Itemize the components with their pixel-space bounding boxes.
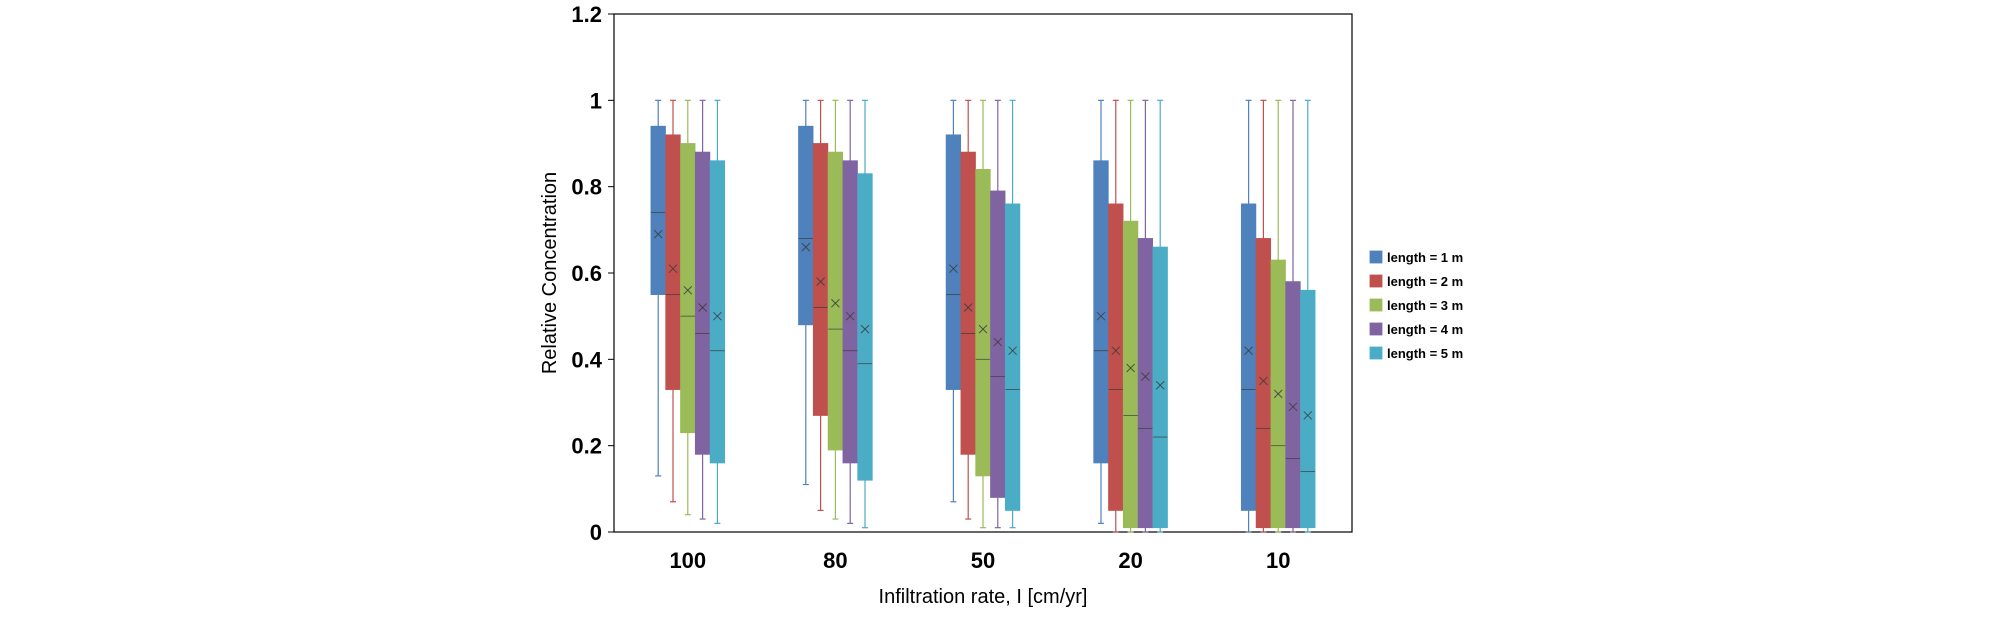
y-tick-label: 1.2 [571, 2, 602, 27]
box-2m-80 [812, 99, 829, 512]
legend-label: length = 3 m [1387, 298, 1463, 313]
iqr-box [812, 143, 829, 416]
y-axis-ticks: 0 0.2 0.4 0.6 0.8 1 1.2 [571, 2, 614, 545]
iqr-box [680, 143, 696, 434]
mean-marker [683, 285, 693, 295]
x-tick-label: 80 [823, 548, 847, 573]
mean-marker [816, 277, 825, 286]
mean-marker [1111, 346, 1121, 356]
iqr-box [1152, 246, 1168, 529]
y-tick-label: 0 [590, 520, 602, 545]
x-tick-label: 10 [1266, 548, 1290, 573]
iqr-box [665, 134, 681, 390]
x-tick-label: 50 [971, 548, 995, 573]
legend-swatch [1369, 274, 1383, 288]
mean-marker [668, 264, 678, 274]
y-axis-title: Relative Concentration [539, 172, 561, 374]
iqr-box [945, 134, 962, 390]
box-1m-20 [1093, 99, 1109, 524]
box-4m-10 [1285, 99, 1301, 533]
iqr-box [827, 151, 844, 451]
box-2m-100 [665, 99, 681, 503]
iqr-box [1300, 289, 1316, 529]
y-tick-label: 1 [590, 88, 602, 113]
mean-marker [949, 264, 958, 274]
iqr-box [842, 160, 858, 464]
iqr-box [694, 151, 711, 455]
box-series [650, 99, 1316, 533]
iqr-box [798, 125, 814, 326]
legend-label: length = 5 m [1387, 346, 1463, 361]
mean-marker [653, 229, 663, 239]
mean-marker [963, 303, 973, 312]
legend-swatch [1369, 322, 1383, 336]
mean-marker [831, 298, 840, 308]
box-4m-50 [990, 99, 1006, 529]
iqr-box [990, 190, 1006, 498]
box-5m-10 [1300, 99, 1316, 533]
iqr-box [857, 173, 873, 481]
iqr-box [975, 168, 991, 477]
box-5m-80 [857, 99, 873, 529]
mean-marker [1288, 402, 1298, 412]
mean-marker [978, 324, 988, 334]
box-1m-10 [1240, 99, 1257, 533]
x-axis-title: Infiltration rate, I [cm/yr] [879, 586, 1088, 608]
legend-swatch [1369, 250, 1383, 264]
legend-label: length = 2 m [1387, 274, 1463, 289]
mean-marker [1155, 380, 1165, 390]
iqr-box [1240, 203, 1257, 511]
iqr-box [650, 125, 666, 295]
iqr-box [1004, 203, 1021, 511]
y-tick-label: 0.6 [571, 261, 602, 286]
y-tick-label: 0.8 [571, 175, 602, 200]
legend-label: length = 4 m [1387, 322, 1463, 337]
legend: length = 1 m length = 2 m length = 3 m leng… [1369, 250, 1463, 361]
box-1m-80 [798, 99, 814, 486]
mean-marker [1259, 376, 1268, 386]
box-5m-50 [1004, 99, 1021, 529]
mean-marker [993, 337, 1003, 347]
mean-marker [713, 311, 722, 321]
box-4m-80 [842, 99, 858, 524]
mean-marker [860, 324, 870, 334]
mean-marker [845, 311, 855, 321]
mean-marker [1141, 372, 1150, 381]
mean-marker [1273, 389, 1283, 399]
mean-marker [1244, 346, 1253, 356]
iqr-box [1285, 281, 1301, 529]
legend-label: length = 1 m [1387, 250, 1463, 265]
box-3m-100 [680, 99, 696, 516]
mean-marker [801, 242, 811, 252]
mean-marker [1096, 311, 1106, 321]
box-1m-50 [945, 99, 962, 503]
iqr-box [1093, 160, 1109, 464]
legend-swatch [1369, 346, 1383, 360]
x-tick-label: 20 [1118, 548, 1142, 573]
legend-swatch [1369, 298, 1383, 312]
y-tick-label: 0.2 [571, 434, 602, 459]
iqr-box [1122, 220, 1139, 529]
mean-marker [1303, 411, 1313, 420]
iqr-box [1137, 238, 1154, 529]
x-axis-ticks: 100 80 50 20 10 [669, 548, 1290, 573]
mean-marker [1126, 363, 1135, 373]
y-tick-label: 0.4 [571, 347, 602, 372]
box-2m-10 [1255, 99, 1272, 533]
box-5m-100 [709, 99, 726, 524]
box-5m-20 [1152, 99, 1168, 533]
mean-marker [698, 303, 707, 312]
iqr-box [709, 160, 726, 464]
x-tick-label: 100 [669, 548, 706, 573]
mean-marker [1008, 346, 1017, 356]
iqr-box [960, 151, 976, 455]
iqr-box [1255, 238, 1272, 529]
box-3m-50 [975, 99, 991, 529]
iqr-box [1108, 203, 1124, 511]
